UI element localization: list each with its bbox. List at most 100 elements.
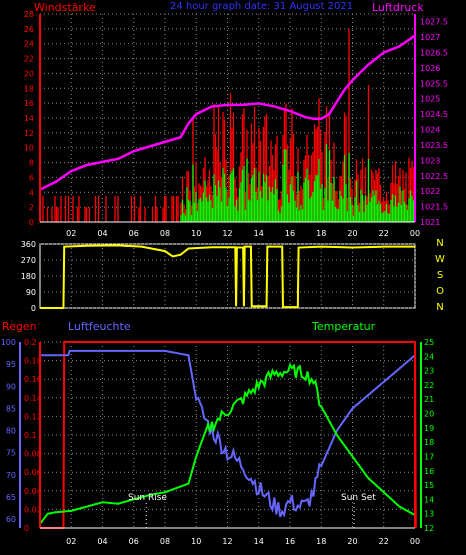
humidity-tick-label: 95 — [6, 360, 16, 369]
wind-tick-label: 0 — [29, 218, 34, 227]
wind-tick-label: 12 — [24, 129, 34, 138]
pressure-tick-label: 1022 — [420, 187, 440, 196]
time-tick-label: 00 — [410, 537, 420, 546]
pressure-tick-label: 1021.5 — [420, 203, 448, 212]
time-tick-label: 12 — [222, 229, 232, 238]
time-tick-label: 16 — [285, 537, 295, 546]
temperature-tick-label: 15 — [424, 481, 434, 490]
sunset-annotation: Sun Set — [341, 493, 376, 503]
pressure-tick-label: 1023 — [420, 156, 440, 165]
compass-label: O — [436, 286, 444, 297]
pressure-tick-label: 1025 — [420, 95, 440, 104]
wind-tick-label: 8 — [29, 159, 34, 168]
compass-label: W — [435, 254, 445, 265]
climate-grid: 0 0.02 0.04 0.06 0.08 0.1 0.12 0.14 0.16 0.18 0.2 6… — [1, 338, 434, 546]
wind-tick-label: 20 — [24, 69, 34, 78]
time-tick-label: 16 — [285, 229, 295, 238]
pressure-label: Luftdruck — [372, 1, 424, 14]
rain-tick-label: 0.2 — [24, 338, 37, 347]
rain-tick-label: 0.06 — [24, 468, 42, 477]
time-tick-label: 18 — [316, 537, 326, 546]
humidity-tick-label: 65 — [6, 493, 16, 502]
rain-tick-label: 0.16 — [24, 375, 42, 384]
temperature-tick-label: 24 — [424, 352, 434, 361]
time-tick-label: 20 — [347, 537, 357, 546]
wind-tick-label: 4 — [29, 188, 34, 197]
time-tick-label: 10 — [191, 229, 201, 238]
time-tick-label: 12 — [222, 537, 232, 546]
wind-speed-label: Windstärke — [34, 1, 96, 14]
rain-tick-label: 0.02 — [24, 505, 42, 514]
rain-tick-label: 0.18 — [24, 357, 42, 366]
time-tick-label: 18 — [316, 229, 326, 238]
wind-pressure-grid: 024681012141618202224262810211021.510221… — [24, 10, 448, 238]
compass-label: S — [437, 270, 443, 281]
time-tick-label: 02 — [66, 229, 76, 238]
pressure-tick-label: 1023.5 — [420, 141, 448, 150]
time-tick-label: 06 — [129, 229, 139, 238]
rain-tick-label: 0.08 — [24, 450, 42, 459]
temperature-tick-label: 12 — [424, 524, 434, 533]
compass-label: N — [436, 238, 443, 249]
temperature-tick-label: 14 — [424, 495, 434, 504]
temperature-tick-label: 17 — [424, 452, 434, 461]
pressure-tick-label: 1027 — [420, 33, 440, 42]
temperature-tick-label: 23 — [424, 367, 434, 376]
time-tick-label: 14 — [254, 229, 264, 238]
rain-tick-label: 0.04 — [24, 487, 42, 496]
pressure-tick-label: 1025.5 — [420, 79, 448, 88]
time-tick-label: 22 — [379, 537, 389, 546]
temperature-tick-label: 19 — [424, 424, 434, 433]
humidity-tick-label: 70 — [6, 471, 16, 480]
chart-title: 24 hour graph date: 31 August 2021 — [170, 1, 353, 12]
direction-tick-label: 0 — [31, 304, 36, 313]
temperature-tick-label: 20 — [424, 410, 434, 419]
time-tick-label: 10 — [191, 537, 201, 546]
wind-tick-label: 6 — [29, 173, 34, 182]
wind-tick-label: 26 — [24, 25, 34, 34]
direction-tick-label: 270 — [21, 256, 36, 265]
time-tick-label: 08 — [160, 229, 170, 238]
rain-tick-label: 0.12 — [24, 412, 42, 421]
direction-tick-label: 180 — [21, 272, 36, 281]
rain-label: Regen — [2, 320, 37, 333]
temperature-tick-label: 22 — [424, 381, 434, 390]
wind-tick-label: 10 — [24, 144, 34, 153]
pressure-tick-label: 1026 — [420, 64, 440, 73]
wind-tick-label: 28 — [24, 10, 34, 19]
time-tick-label: 20 — [347, 229, 357, 238]
time-tick-label: 08 — [160, 537, 170, 546]
humidity-tick-label: 80 — [6, 427, 16, 436]
pressure-tick-label: 1026.5 — [420, 49, 448, 58]
pressure-tick-label: 1022.5 — [420, 172, 448, 181]
time-tick-label: 00 — [410, 229, 420, 238]
direction-tick-label: 90 — [26, 288, 36, 297]
pressure-tick-label: 1021 — [420, 218, 440, 227]
wind-tick-label: 14 — [24, 114, 34, 123]
temperature-tick-label: 21 — [424, 395, 434, 404]
temperature-line — [39, 362, 416, 525]
time-tick-label: 22 — [379, 229, 389, 238]
wind-tick-label: 24 — [24, 40, 34, 49]
compass-label: N — [436, 302, 443, 313]
wind-tick-label: 2 — [29, 203, 34, 212]
wind-tick-label: 16 — [24, 99, 34, 108]
time-tick-label: 06 — [129, 537, 139, 546]
humidity-tick-label: 90 — [6, 382, 16, 391]
sunrise-annotation: Sun Rise — [128, 493, 167, 503]
pressure-line — [39, 34, 416, 191]
time-tick-label: 04 — [97, 537, 107, 546]
temperature-tick-label: 25 — [424, 338, 434, 347]
rain-tick-label: 0.1 — [24, 431, 37, 440]
humidity-tick-label: 85 — [6, 404, 16, 413]
humidity-tick-label: 75 — [6, 449, 16, 458]
humidity-label: Luftfeuchte — [68, 320, 131, 333]
pressure-tick-label: 1027.5 — [420, 18, 448, 27]
wind-tick-label: 18 — [24, 84, 34, 93]
humidity-line — [40, 349, 416, 518]
temperature-tick-label: 13 — [424, 510, 434, 519]
wind-direction-line — [40, 244, 415, 309]
humidity-tick-label: 100 — [1, 338, 16, 347]
